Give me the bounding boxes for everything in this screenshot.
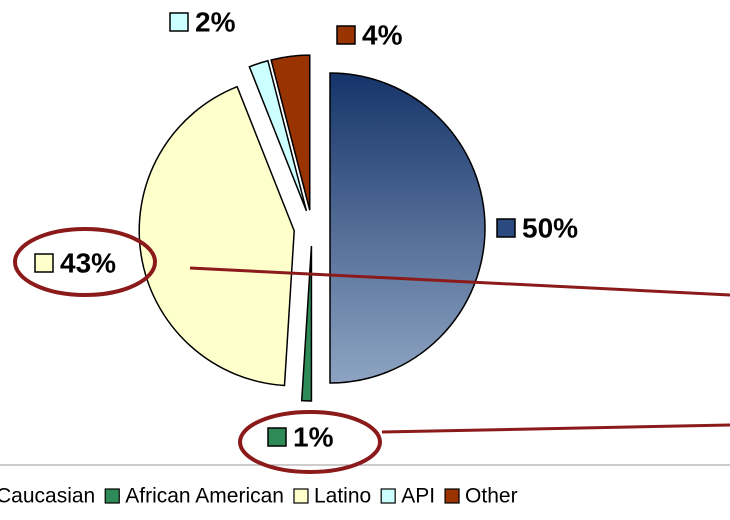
pie bbox=[138, 54, 486, 402]
value-label: 4% bbox=[362, 19, 403, 50]
legend-swatch bbox=[104, 488, 120, 504]
highlight-ellipse bbox=[238, 410, 382, 474]
label-swatch bbox=[34, 253, 54, 273]
label-swatch bbox=[336, 25, 356, 45]
legend: Caucasian African American Latino API Other bbox=[0, 485, 518, 508]
value-label: 43% bbox=[60, 247, 116, 278]
label-swatch bbox=[267, 427, 287, 447]
legend-label: API bbox=[401, 485, 435, 508]
value-label: 1% bbox=[293, 421, 334, 452]
legend-label: Latino bbox=[314, 485, 371, 508]
legend-label: Other bbox=[465, 485, 518, 508]
pie-slice bbox=[138, 85, 295, 387]
callout-line bbox=[381, 423, 730, 434]
callout-line bbox=[189, 266, 730, 297]
pie-slice bbox=[329, 72, 486, 384]
legend-swatch bbox=[380, 488, 396, 504]
legend-label: Caucasian bbox=[0, 485, 95, 508]
pie-slice bbox=[270, 54, 311, 211]
legend-swatch bbox=[293, 488, 309, 504]
legend-label: African American bbox=[125, 485, 284, 508]
pie-slice bbox=[300, 245, 313, 402]
legend-swatch bbox=[444, 488, 460, 504]
label-swatch bbox=[169, 12, 189, 32]
value-label: 50% bbox=[522, 212, 578, 243]
pie-slice bbox=[248, 59, 308, 212]
highlight-ellipse bbox=[13, 227, 157, 297]
value-label: 2% bbox=[195, 6, 236, 37]
label-swatch bbox=[496, 218, 516, 238]
value-labels: 50% 1% 43% 2% 4% bbox=[34, 6, 578, 452]
annotations bbox=[13, 227, 730, 474]
